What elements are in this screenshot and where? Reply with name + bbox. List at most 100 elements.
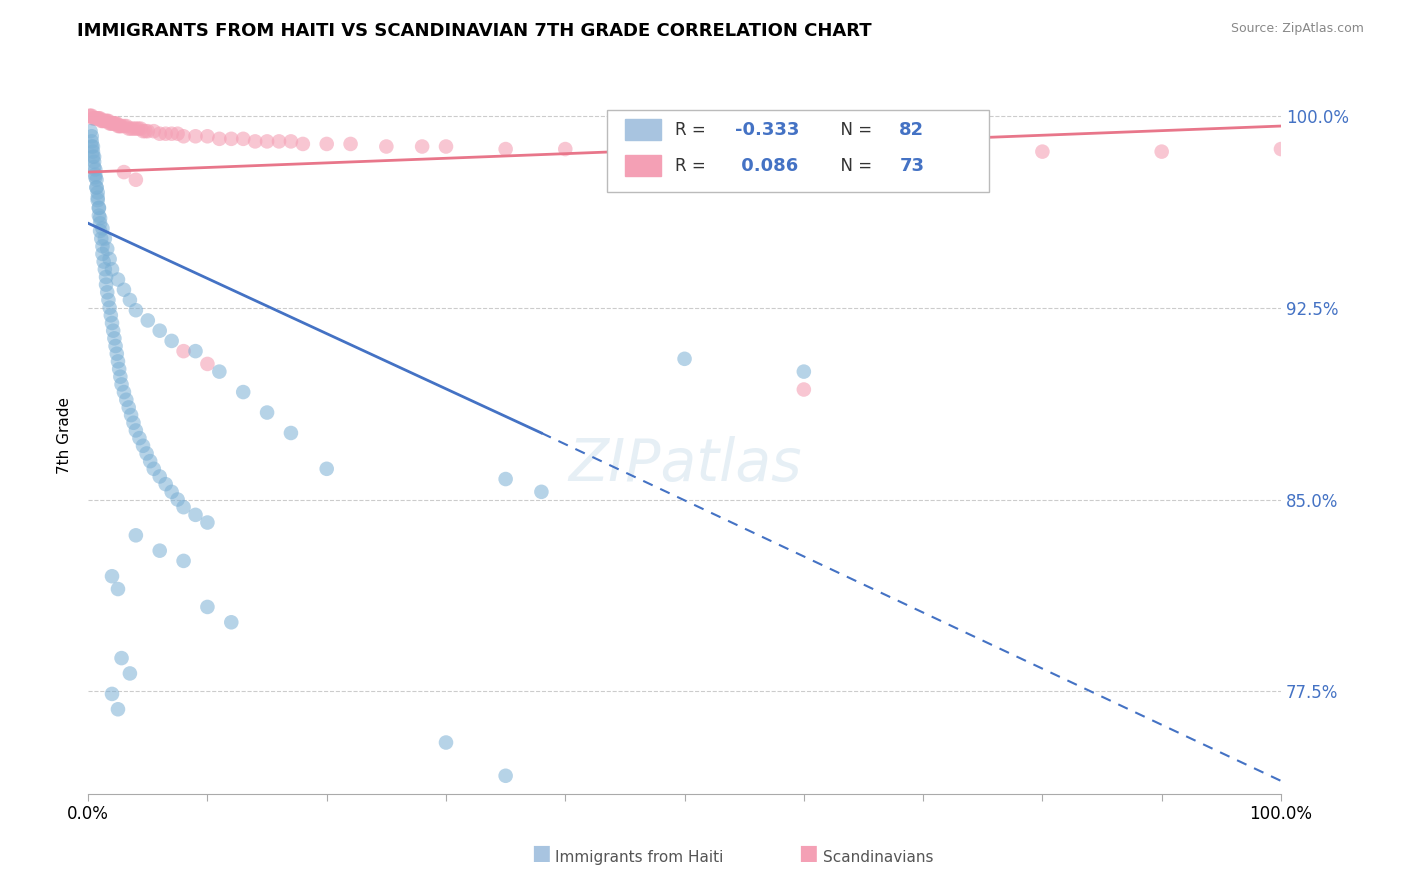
Point — [125, 121, 148, 136]
Point — [82, 112, 104, 126]
Point — [79, 109, 101, 123]
Point — [232, 385, 254, 400]
Point — [103, 116, 125, 130]
Point — [125, 303, 148, 318]
Point — [673, 145, 696, 159]
Text: 82: 82 — [900, 120, 924, 139]
Point — [103, 331, 125, 345]
Point — [83, 150, 105, 164]
Point — [90, 231, 112, 245]
Point — [98, 116, 121, 130]
Text: 0.086: 0.086 — [735, 156, 797, 175]
Point — [149, 469, 172, 483]
Point — [912, 145, 935, 159]
Point — [128, 431, 150, 445]
Point — [136, 313, 159, 327]
Point — [89, 211, 111, 226]
Point — [110, 119, 132, 133]
Point — [495, 769, 517, 783]
Y-axis label: 7th Grade: 7th Grade — [58, 397, 72, 474]
Point — [110, 119, 132, 133]
Point — [132, 439, 155, 453]
Point — [97, 293, 120, 307]
Point — [101, 262, 124, 277]
Point — [97, 114, 120, 128]
Point — [793, 365, 815, 379]
Point — [142, 462, 165, 476]
Point — [84, 162, 107, 177]
Text: N =: N = — [830, 120, 877, 139]
Point — [94, 231, 117, 245]
Point — [120, 121, 142, 136]
Point — [197, 516, 219, 530]
Point — [84, 170, 107, 185]
Point — [115, 392, 138, 407]
Point — [90, 114, 112, 128]
Point — [125, 173, 148, 187]
Point — [256, 405, 278, 419]
Point — [125, 528, 148, 542]
Point — [107, 354, 129, 368]
FancyBboxPatch shape — [624, 119, 661, 140]
Point — [107, 702, 129, 716]
Point — [315, 462, 337, 476]
Point — [107, 119, 129, 133]
Point — [375, 139, 398, 153]
Point — [112, 385, 135, 400]
Point — [135, 446, 157, 460]
Point — [221, 615, 243, 630]
Point — [197, 599, 219, 614]
Point — [184, 508, 207, 522]
Text: N =: N = — [830, 156, 877, 175]
Point — [1270, 142, 1292, 156]
Point — [87, 201, 110, 215]
Point — [411, 139, 433, 153]
Point — [94, 114, 117, 128]
Point — [84, 168, 107, 182]
Point — [96, 114, 118, 128]
Point — [80, 135, 103, 149]
Point — [83, 160, 105, 174]
Point — [173, 554, 195, 568]
Point — [91, 114, 114, 128]
Text: Scandinavians: Scandinavians — [823, 850, 934, 865]
Point — [495, 472, 517, 486]
Point — [86, 112, 108, 126]
Point — [280, 425, 302, 440]
Point — [103, 324, 125, 338]
Point — [100, 309, 122, 323]
Point — [79, 109, 101, 123]
Point — [87, 209, 110, 223]
Point — [554, 142, 576, 156]
Point — [115, 119, 138, 133]
Point — [160, 484, 183, 499]
Point — [1150, 145, 1173, 159]
Point — [93, 254, 115, 268]
Point — [793, 383, 815, 397]
Point — [315, 136, 337, 151]
Point — [86, 191, 108, 205]
Point — [160, 127, 183, 141]
Point — [86, 193, 108, 207]
Point — [86, 173, 108, 187]
Point — [96, 285, 118, 300]
Point — [434, 735, 457, 749]
Text: R =: R = — [675, 156, 711, 175]
Point — [110, 651, 132, 665]
Point — [256, 135, 278, 149]
Text: IMMIGRANTS FROM HAITI VS SCANDINAVIAN 7TH GRADE CORRELATION CHART: IMMIGRANTS FROM HAITI VS SCANDINAVIAN 7T… — [77, 22, 872, 40]
Point — [118, 401, 141, 415]
Point — [110, 377, 132, 392]
Point — [134, 124, 156, 138]
Point — [221, 132, 243, 146]
Point — [86, 186, 108, 200]
Point — [155, 477, 177, 491]
Point — [89, 112, 111, 126]
Point — [122, 121, 145, 136]
Point — [86, 180, 108, 194]
Point — [160, 334, 183, 348]
Point — [94, 262, 117, 277]
Point — [434, 139, 457, 153]
Text: ■: ■ — [799, 844, 818, 863]
Point — [101, 116, 124, 130]
